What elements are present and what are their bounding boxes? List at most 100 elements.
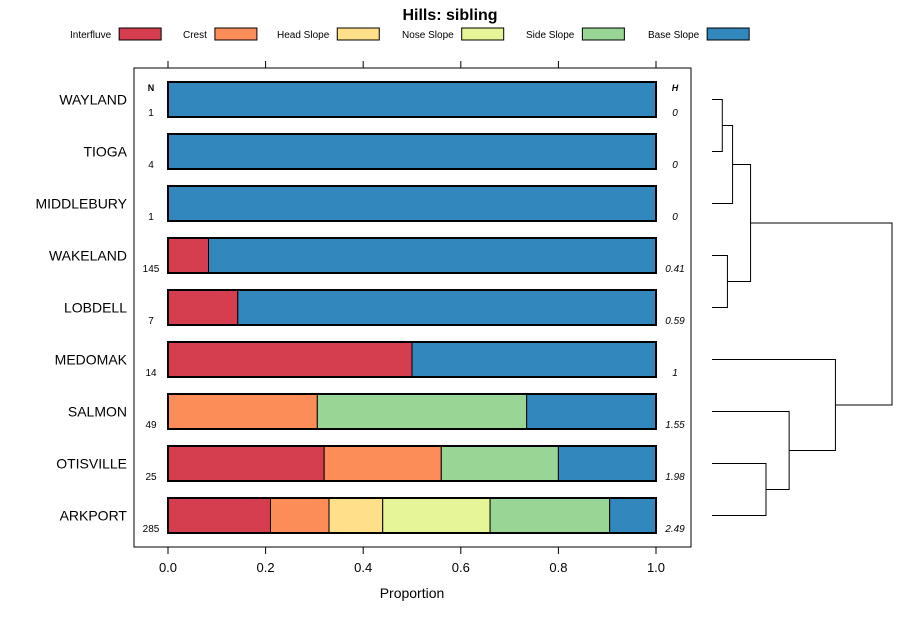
x-tick-label: 1.0 [647, 560, 665, 575]
x-tick-label: 0.4 [354, 560, 372, 575]
x-tick-label: 0.2 [257, 560, 275, 575]
legend-label: Crest [183, 30, 207, 41]
bar-segment-crest [323, 445, 442, 482]
entropy-label: 1.98 [665, 472, 685, 483]
category-label: MIDDLEBURY [35, 196, 127, 212]
bar-segment-base-slope [609, 497, 657, 534]
category-label: SALMON [68, 404, 127, 420]
bar-segment-side-slope [316, 393, 528, 430]
dendrogram-branch [727, 164, 752, 282]
dendrogram-branch [712, 125, 734, 204]
legend-label: Side Slope [526, 30, 575, 41]
legend-item-interfluve: Interfluve [70, 27, 162, 41]
category-labels: WAYLAND TIOGA MIDDLEBURY WAKELAND LOBDELL MED… [35, 92, 127, 524]
chart-title: Hills: sibling [402, 7, 497, 24]
bar-segment-interfluve [167, 289, 239, 326]
bar-segment-crest [167, 393, 318, 430]
bar-segment-base-slope [167, 185, 657, 222]
bar-segment-side-slope [489, 497, 611, 534]
count-label: 145 [143, 264, 160, 275]
legend-label: Head Slope [277, 30, 330, 41]
legend-swatch [336, 27, 380, 41]
dendrogram-branch [712, 99, 723, 152]
bar-outline [167, 497, 657, 534]
entropy-label: 1.55 [665, 420, 685, 431]
bar-segment-interfluve [167, 237, 210, 274]
category-label: WAKELAND [49, 248, 127, 264]
legend-swatch [706, 27, 750, 41]
bar-row-wakeland: 145 0.41 [143, 237, 685, 275]
bar-segment-base-slope [167, 81, 657, 118]
bar-segment-interfluve [167, 497, 271, 534]
bar-row-salmon: 49 1.55 [145, 393, 685, 431]
legend-item-side-slope: Side Slope [526, 27, 625, 41]
count-label: 285 [143, 524, 160, 535]
dendrogram-branch [712, 359, 836, 451]
dendrogram-branch [750, 222, 893, 406]
legend: Interfluve Crest Head Slope Nose Slope Side … [70, 27, 750, 41]
bar-row-arkport: 285 2.49 [143, 497, 685, 535]
bar-outline [167, 445, 657, 482]
dendrogram [712, 99, 893, 516]
bar-segment-base-slope [557, 445, 657, 482]
legend-swatch [461, 27, 505, 41]
legend-swatch [581, 27, 625, 41]
x-axis-title: Proportion [380, 585, 445, 601]
x-tick-label: 0.6 [452, 560, 470, 575]
legend-item-base-slope: Base Slope [648, 27, 750, 41]
x-tick-label: 0.8 [549, 560, 567, 575]
bar-segment-base-slope [411, 341, 657, 378]
bar-row-lobdell: 7 0.59 [148, 289, 685, 327]
bar-outline [167, 341, 657, 378]
entropy-label: 1 [672, 368, 678, 379]
bar-outline [167, 133, 657, 170]
count-label: 25 [145, 472, 157, 483]
bar-outline [167, 81, 657, 118]
count-column-header: N [148, 83, 155, 93]
entropy-column-header: H [672, 83, 679, 93]
category-label: LOBDELL [64, 300, 127, 316]
bar-segment-base-slope [208, 237, 657, 274]
entropy-label: 2.49 [664, 524, 685, 535]
entropy-label: 0 [672, 212, 678, 223]
entropy-label: 0 [672, 160, 678, 171]
bar-outline [167, 185, 657, 222]
bar-outline [167, 289, 657, 326]
count-label: 1 [148, 108, 154, 119]
legend-swatch [214, 27, 258, 41]
count-label: 14 [145, 368, 157, 379]
category-label: WAYLAND [59, 92, 127, 108]
bar-segment-base-slope [167, 133, 657, 170]
entropy-label: 0.59 [665, 316, 685, 327]
entropy-label: 0 [672, 108, 678, 119]
bar-segment-base-slope [526, 393, 657, 430]
bar-segment-head-slope [328, 497, 384, 534]
x-axis: 0.0 0.2 0.4 0.6 0.8 1.0 [159, 61, 665, 575]
plot-frame [133, 67, 692, 548]
bar-outline [167, 237, 657, 274]
legend-swatch [118, 27, 162, 41]
legend-label: Base Slope [648, 30, 700, 41]
legend-item-head-slope: Head Slope [277, 27, 380, 41]
bar-row-medomak: 14 1 [145, 341, 678, 379]
bar-outline [167, 393, 657, 430]
legend-label: Interfluve [70, 30, 112, 41]
entropy-label: 0.41 [665, 264, 684, 275]
bar-segment-base-slope [237, 289, 657, 326]
category-label: ARKPORT [60, 508, 128, 524]
category-label: OTISVILLE [56, 456, 127, 472]
bar-row-otisville: 25 1.98 [145, 445, 685, 483]
legend-item-crest: Crest [183, 27, 258, 41]
count-label: 7 [148, 316, 154, 327]
legend-label: Nose Slope [402, 30, 454, 41]
dendrogram-branch [712, 463, 767, 516]
legend-item-nose-slope: Nose Slope [402, 27, 505, 41]
dendrogram-branch [712, 411, 790, 490]
bar-segment-nose-slope [382, 497, 491, 534]
bar-segment-crest [269, 497, 330, 534]
bar-segment-side-slope [440, 445, 559, 482]
